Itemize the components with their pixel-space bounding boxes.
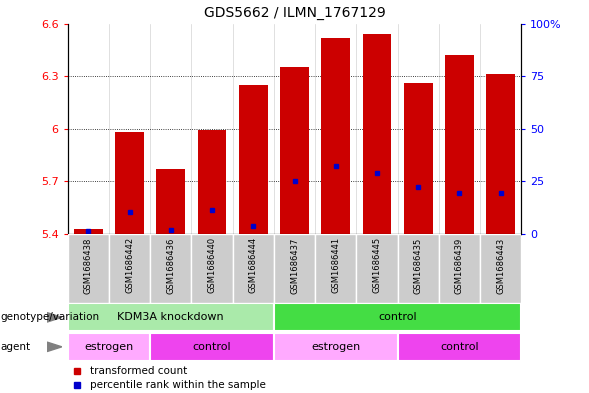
Text: agent: agent	[0, 342, 30, 352]
Bar	[356, 234, 398, 303]
Bar	[480, 234, 521, 303]
Bar	[274, 332, 398, 361]
Bar	[445, 55, 474, 234]
Text: KDM3A knockdown: KDM3A knockdown	[117, 312, 224, 322]
Text: GSM1686436: GSM1686436	[166, 237, 176, 294]
Bar	[115, 132, 144, 234]
Text: percentile rank within the sample: percentile rank within the sample	[91, 380, 266, 390]
Bar	[280, 67, 309, 234]
Bar	[233, 234, 274, 303]
Polygon shape	[47, 313, 62, 322]
Text: GSM1686439: GSM1686439	[455, 237, 464, 294]
Polygon shape	[47, 342, 62, 351]
Text: GSM1686438: GSM1686438	[84, 237, 93, 294]
Bar	[68, 332, 150, 361]
Bar	[274, 303, 521, 332]
Bar	[74, 229, 102, 234]
Bar	[68, 303, 274, 332]
Text: GSM1686435: GSM1686435	[413, 237, 423, 294]
Text: GSM1686440: GSM1686440	[207, 237, 217, 294]
Title: GDS5662 / ILMN_1767129: GDS5662 / ILMN_1767129	[204, 6, 385, 20]
Text: GSM1686443: GSM1686443	[496, 237, 505, 294]
Text: GSM1686444: GSM1686444	[249, 237, 258, 294]
Bar	[191, 234, 233, 303]
Bar	[68, 234, 109, 303]
Bar	[156, 169, 185, 234]
Bar	[197, 130, 226, 234]
Text: estrogen: estrogen	[84, 342, 134, 352]
Bar	[439, 234, 480, 303]
Bar	[274, 234, 315, 303]
Bar	[150, 332, 274, 361]
Bar	[398, 234, 439, 303]
Bar	[486, 74, 515, 234]
Bar	[315, 234, 356, 303]
Text: GSM1686441: GSM1686441	[331, 237, 340, 294]
Text: transformed count: transformed count	[91, 366, 188, 376]
Text: control: control	[440, 342, 479, 352]
Bar	[398, 332, 521, 361]
Bar	[362, 34, 391, 234]
Text: GSM1686437: GSM1686437	[290, 237, 299, 294]
Bar	[150, 234, 191, 303]
Text: GSM1686445: GSM1686445	[372, 237, 382, 294]
Text: estrogen: estrogen	[311, 342, 360, 352]
Bar	[239, 85, 267, 234]
Bar	[109, 234, 150, 303]
Text: GSM1686442: GSM1686442	[125, 237, 134, 294]
Text: control: control	[378, 312, 417, 322]
Text: genotype/variation: genotype/variation	[0, 312, 99, 322]
Bar	[322, 38, 350, 234]
Text: control: control	[193, 342, 231, 352]
Bar	[404, 83, 432, 234]
